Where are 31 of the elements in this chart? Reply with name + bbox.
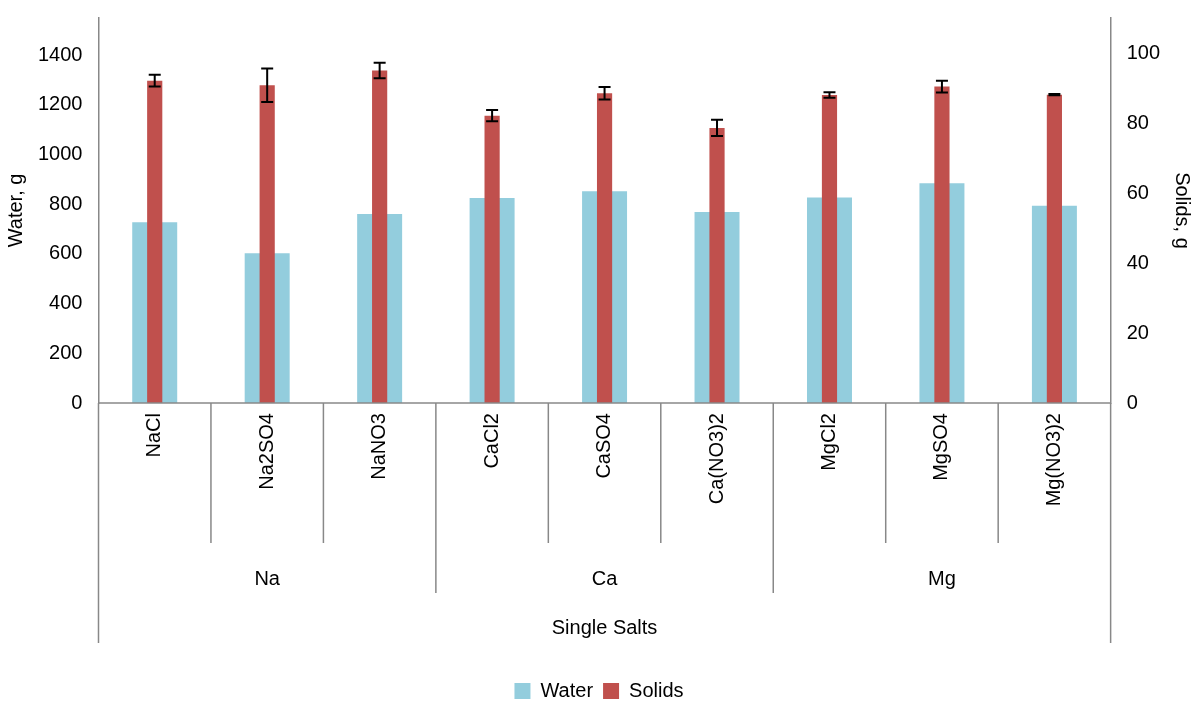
legend-label: Solids bbox=[629, 678, 684, 701]
y-tick-label: 1000 bbox=[37, 142, 83, 165]
x-tick-label: MgSO4 bbox=[929, 413, 952, 481]
x-tick-label: MgCl2 bbox=[817, 413, 839, 471]
text: Single Salts bbox=[551, 615, 658, 638]
text: Mg bbox=[928, 566, 956, 589]
x-tick-label: NaNO3 bbox=[367, 413, 390, 480]
x-tick-label: Na2SO4 bbox=[254, 413, 277, 490]
y2-axis-title: Solids, g bbox=[1172, 172, 1195, 249]
y2-tick-label: 80 bbox=[1126, 110, 1149, 133]
x-tick-label: Ca(NO3)2 bbox=[704, 413, 727, 505]
y2-tick-label: 0 bbox=[1126, 390, 1138, 413]
y-tick-label: 800 bbox=[49, 191, 83, 214]
y2-tick-label: 100 bbox=[1126, 40, 1161, 63]
text: Na bbox=[254, 566, 281, 589]
legend-label: Water bbox=[540, 678, 594, 701]
text: Ca bbox=[591, 566, 619, 589]
y-tick-label: 0 bbox=[71, 390, 83, 413]
y2-tick-label: 60 bbox=[1126, 180, 1149, 203]
y-tick-label: 200 bbox=[49, 340, 83, 363]
y2-tick-label: 20 bbox=[1126, 320, 1149, 343]
x-tick-label: CaSO4 bbox=[592, 413, 615, 479]
x-tick-label: NaCl bbox=[142, 413, 165, 458]
y2-tick-label: 40 bbox=[1126, 250, 1149, 273]
y-tick-label: 600 bbox=[49, 241, 83, 264]
y-tick-label: 1400 bbox=[37, 42, 83, 65]
y-tick-label: 1200 bbox=[37, 92, 83, 115]
x-tick-label: Mg(NO3)2 bbox=[1041, 413, 1064, 507]
y-axis-title: Water, g bbox=[3, 173, 26, 248]
x-tick-label: CaCl2 bbox=[479, 413, 502, 469]
y-tick-label: 400 bbox=[49, 291, 83, 314]
